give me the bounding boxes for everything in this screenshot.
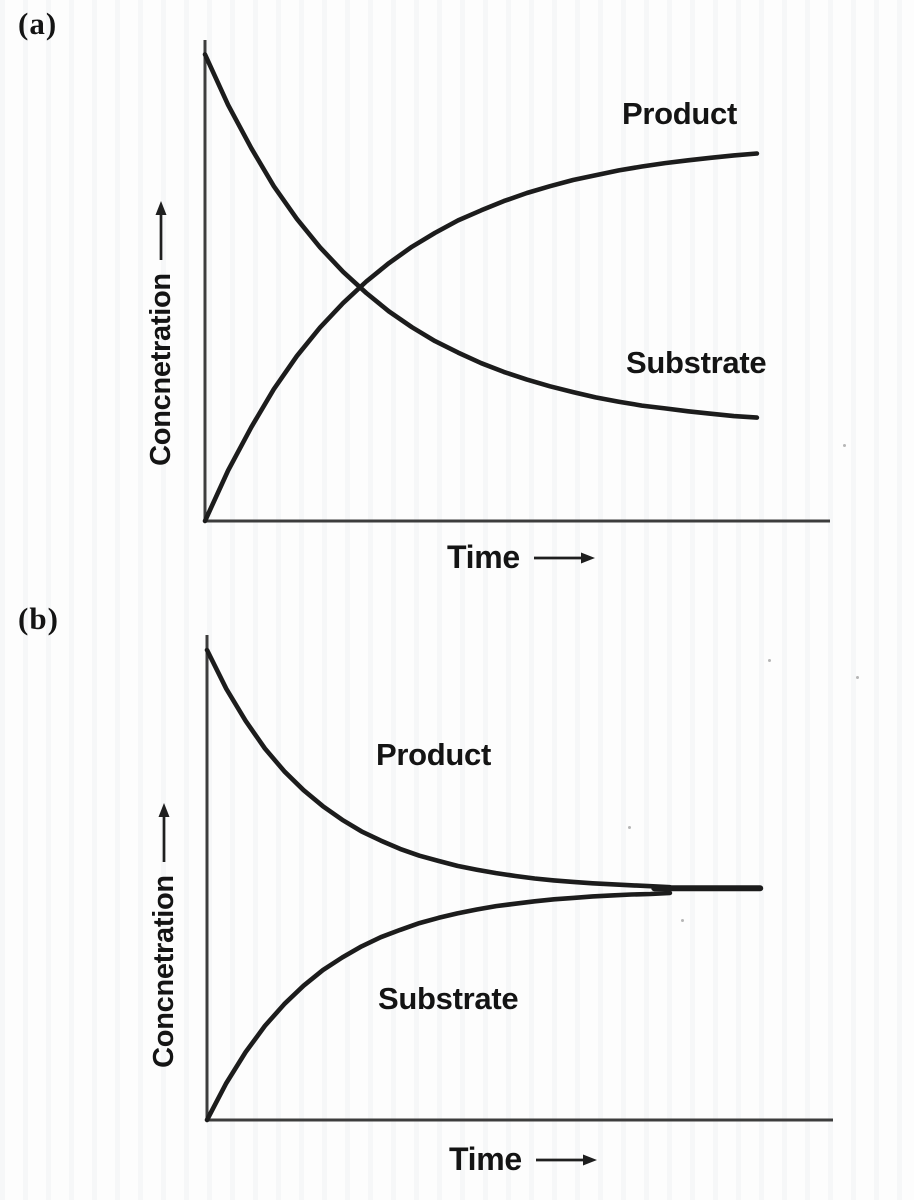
panel-a-x-axis-label: Time [447,539,596,576]
scan-speckle [856,676,859,679]
panel-a-y-axis-label: Concnetration [141,187,181,479]
panel-b-y-axis-label-rotated: Concnetration [144,789,184,1081]
panel-b-substrate-curve [204,890,673,1123]
panel-b-x-axis-label-text: Time [449,1141,522,1177]
up-arrow-icon [158,803,170,863]
panel-b-y-axis-label: Concnetration [144,789,184,1081]
panel-a-label: (a) [18,6,58,41]
scan-speckle [628,826,631,829]
panel-b-x-axis-label: Time [449,1141,598,1178]
panel-a-product-label: Product [622,96,738,131]
scan-speckle [768,659,771,662]
scan-speckle [681,919,684,922]
panel-a-x-axis-label-text: Time [447,539,520,575]
panel-b-product-label: Product [376,737,492,772]
panel-b-plot [204,635,833,1123]
panel-b-label: (b) [18,601,59,636]
up-arrow-icon [155,201,167,261]
panel-b-product-curve [204,647,673,890]
panel-b-y-axis-label-text: Concnetration [147,875,180,1068]
panel-a-y-axis-label-rotated: Concnetration [141,187,181,479]
panel-b-substrate-label: Substrate [378,981,519,1016]
panel-a-product-curve [202,151,760,524]
panel-a-substrate-label: Substrate [626,345,767,380]
scan-speckle [843,444,846,447]
panel-a-substrate-curve [202,52,760,420]
right-arrow-icon [535,1154,597,1165]
panel-a-plot [202,40,830,524]
right-arrow-icon [533,552,595,563]
panel-a-y-axis-label-text: Concnetration [144,273,177,466]
